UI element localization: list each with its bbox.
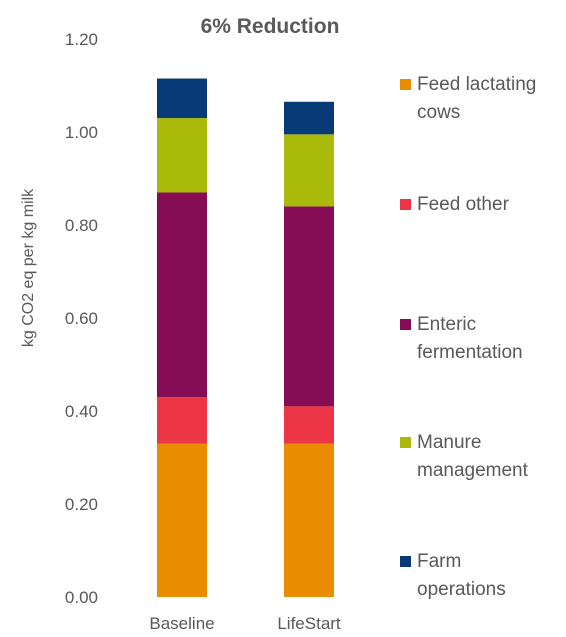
y-axis-ticks: 0.00 0.20 0.40 0.60 0.80 1.00 1.20 [65, 30, 98, 607]
legend-label: cows [417, 102, 460, 123]
x-axis-ticks: Baseline LifeStart [149, 614, 341, 633]
bar-segment-baseline-4 [157, 118, 207, 193]
bar-segment-lifestart-1 [284, 443, 334, 597]
legend-label: Feed lactating [417, 74, 536, 95]
legend-label: operations [417, 579, 506, 600]
bar-segment-baseline-1 [157, 443, 207, 597]
legend-item: Farm operations [400, 551, 506, 600]
legend-item: Feed lactating cows [400, 74, 536, 123]
y-tick-label: 0.20 [65, 495, 98, 514]
legend-label: Farm [417, 551, 461, 572]
bar-segment-lifestart-4 [284, 134, 334, 207]
legend-swatch [400, 319, 411, 330]
legend-swatch [400, 199, 411, 210]
y-tick-label: 1.00 [65, 123, 98, 142]
bar-segment-lifestart-3 [284, 206, 334, 407]
y-axis-label: kg CO2 eq per kg milk [20, 188, 37, 347]
legend-swatch [400, 556, 411, 567]
legend-item: Enteric fermentation [400, 314, 523, 363]
legend-label: Feed other [417, 194, 510, 215]
chart-title: 6% Reduction [201, 15, 340, 38]
legend-item: Feed other [400, 194, 510, 215]
bar-segment-lifestart-5 [284, 101, 334, 135]
bar-segment-baseline-2 [157, 397, 207, 444]
legend-swatch [400, 437, 411, 448]
legend-item: Manure management [400, 432, 529, 481]
bar-segment-lifestart-2 [284, 406, 334, 444]
legend-label: management [417, 460, 529, 481]
y-tick-label: 0.00 [65, 588, 98, 607]
y-tick-label: 0.40 [65, 402, 98, 421]
y-tick-label: 0.60 [65, 309, 98, 328]
legend-label: Manure [417, 432, 481, 453]
x-tick-label: LifeStart [277, 614, 341, 633]
legend-label: Enteric [417, 314, 476, 335]
y-tick-label: 1.20 [65, 30, 98, 49]
bars [157, 78, 334, 597]
legend-swatch [400, 79, 411, 90]
x-tick-label: Baseline [149, 614, 214, 633]
bar-segment-baseline-5 [157, 78, 207, 119]
bar-segment-baseline-3 [157, 192, 207, 398]
y-tick-label: 0.80 [65, 216, 98, 235]
legend-label: fermentation [417, 342, 523, 363]
legend: Feed lactating cows Feed other Enteric ferme… [400, 74, 536, 600]
